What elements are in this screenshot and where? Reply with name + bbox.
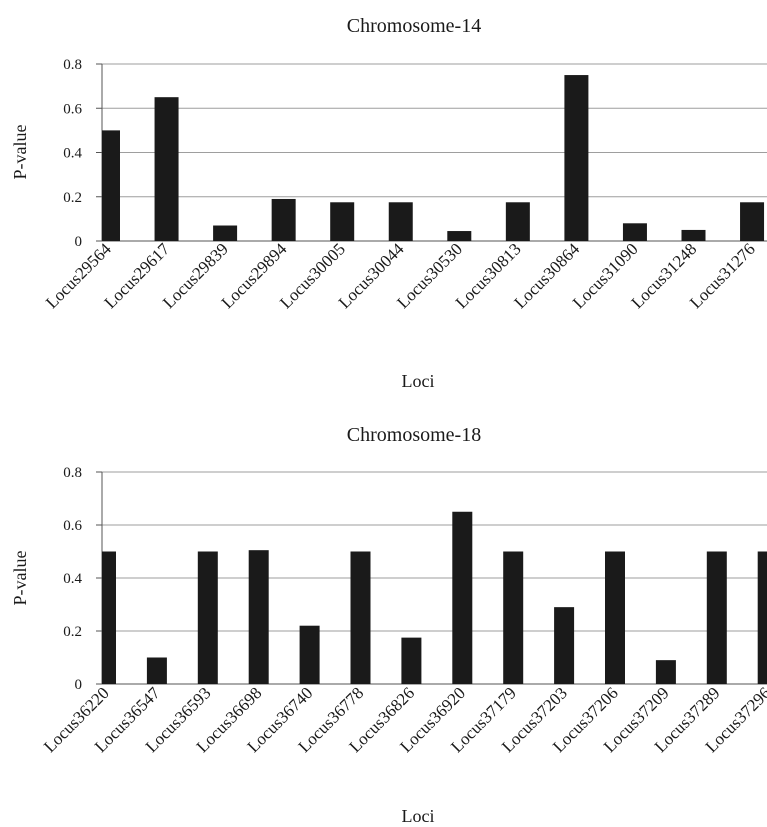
- chart-title: Chromosome-14: [347, 15, 481, 37]
- bar-locus30864: [564, 75, 589, 241]
- bar-locus36593: [197, 551, 218, 684]
- bar-locus36698: [248, 550, 269, 684]
- y-tick-label: 0.6: [63, 518, 82, 534]
- bar-locus29839: [213, 225, 238, 241]
- bar-locus37209: [655, 660, 676, 684]
- bar-locus36826: [401, 637, 422, 684]
- y-tick-label: 0: [75, 234, 83, 250]
- bar-locus36547: [146, 657, 167, 684]
- bar-locus36740: [299, 625, 320, 684]
- bar-locus37206: [605, 551, 625, 684]
- chart-panel-2: Chromosome-1800.20.40.60.8Locus36220Locu…: [10, 424, 767, 826]
- y-tick-label: 0.2: [63, 624, 82, 640]
- bar-locus30044: [388, 202, 413, 241]
- y-tick-label: 0.6: [63, 101, 82, 117]
- y-tick-label: 0.8: [63, 465, 82, 481]
- bar-locus30005: [330, 202, 355, 241]
- bar-locus36920: [452, 511, 473, 684]
- y-tick-label: 0.8: [63, 57, 82, 73]
- bar-locus36220: [102, 551, 116, 684]
- bar-locus30530: [447, 231, 472, 241]
- bar-locus29564: [102, 130, 120, 241]
- bar-locus31248: [681, 229, 706, 241]
- bar-locus30813: [505, 202, 530, 241]
- bar-locus29894: [271, 198, 296, 241]
- y-axis-title: P-value: [10, 550, 30, 605]
- chart-title: Chromosome-18: [347, 424, 481, 446]
- bar-locus36778: [350, 551, 371, 684]
- y-tick-label: 0.4: [63, 146, 82, 162]
- bar-locus29617: [154, 97, 179, 241]
- bar-locus37179: [503, 551, 524, 684]
- bar-locus37203: [554, 607, 575, 684]
- bar-locus37296: [757, 551, 767, 684]
- x-axis-title: Loci: [402, 806, 435, 826]
- x-axis-title: Loci: [402, 371, 435, 391]
- y-tick-label: 0.2: [63, 190, 82, 206]
- bar-locus31090: [622, 223, 647, 241]
- y-tick-label: 0.4: [63, 571, 82, 587]
- chart-panel-1: Chromosome-1400.20.40.60.8Locus29564Locu…: [10, 15, 767, 391]
- y-axis-title: P-value: [10, 124, 30, 179]
- bar-locus31276: [740, 202, 765, 241]
- bar-locus37289: [706, 551, 727, 684]
- y-tick-label: 0: [75, 677, 83, 693]
